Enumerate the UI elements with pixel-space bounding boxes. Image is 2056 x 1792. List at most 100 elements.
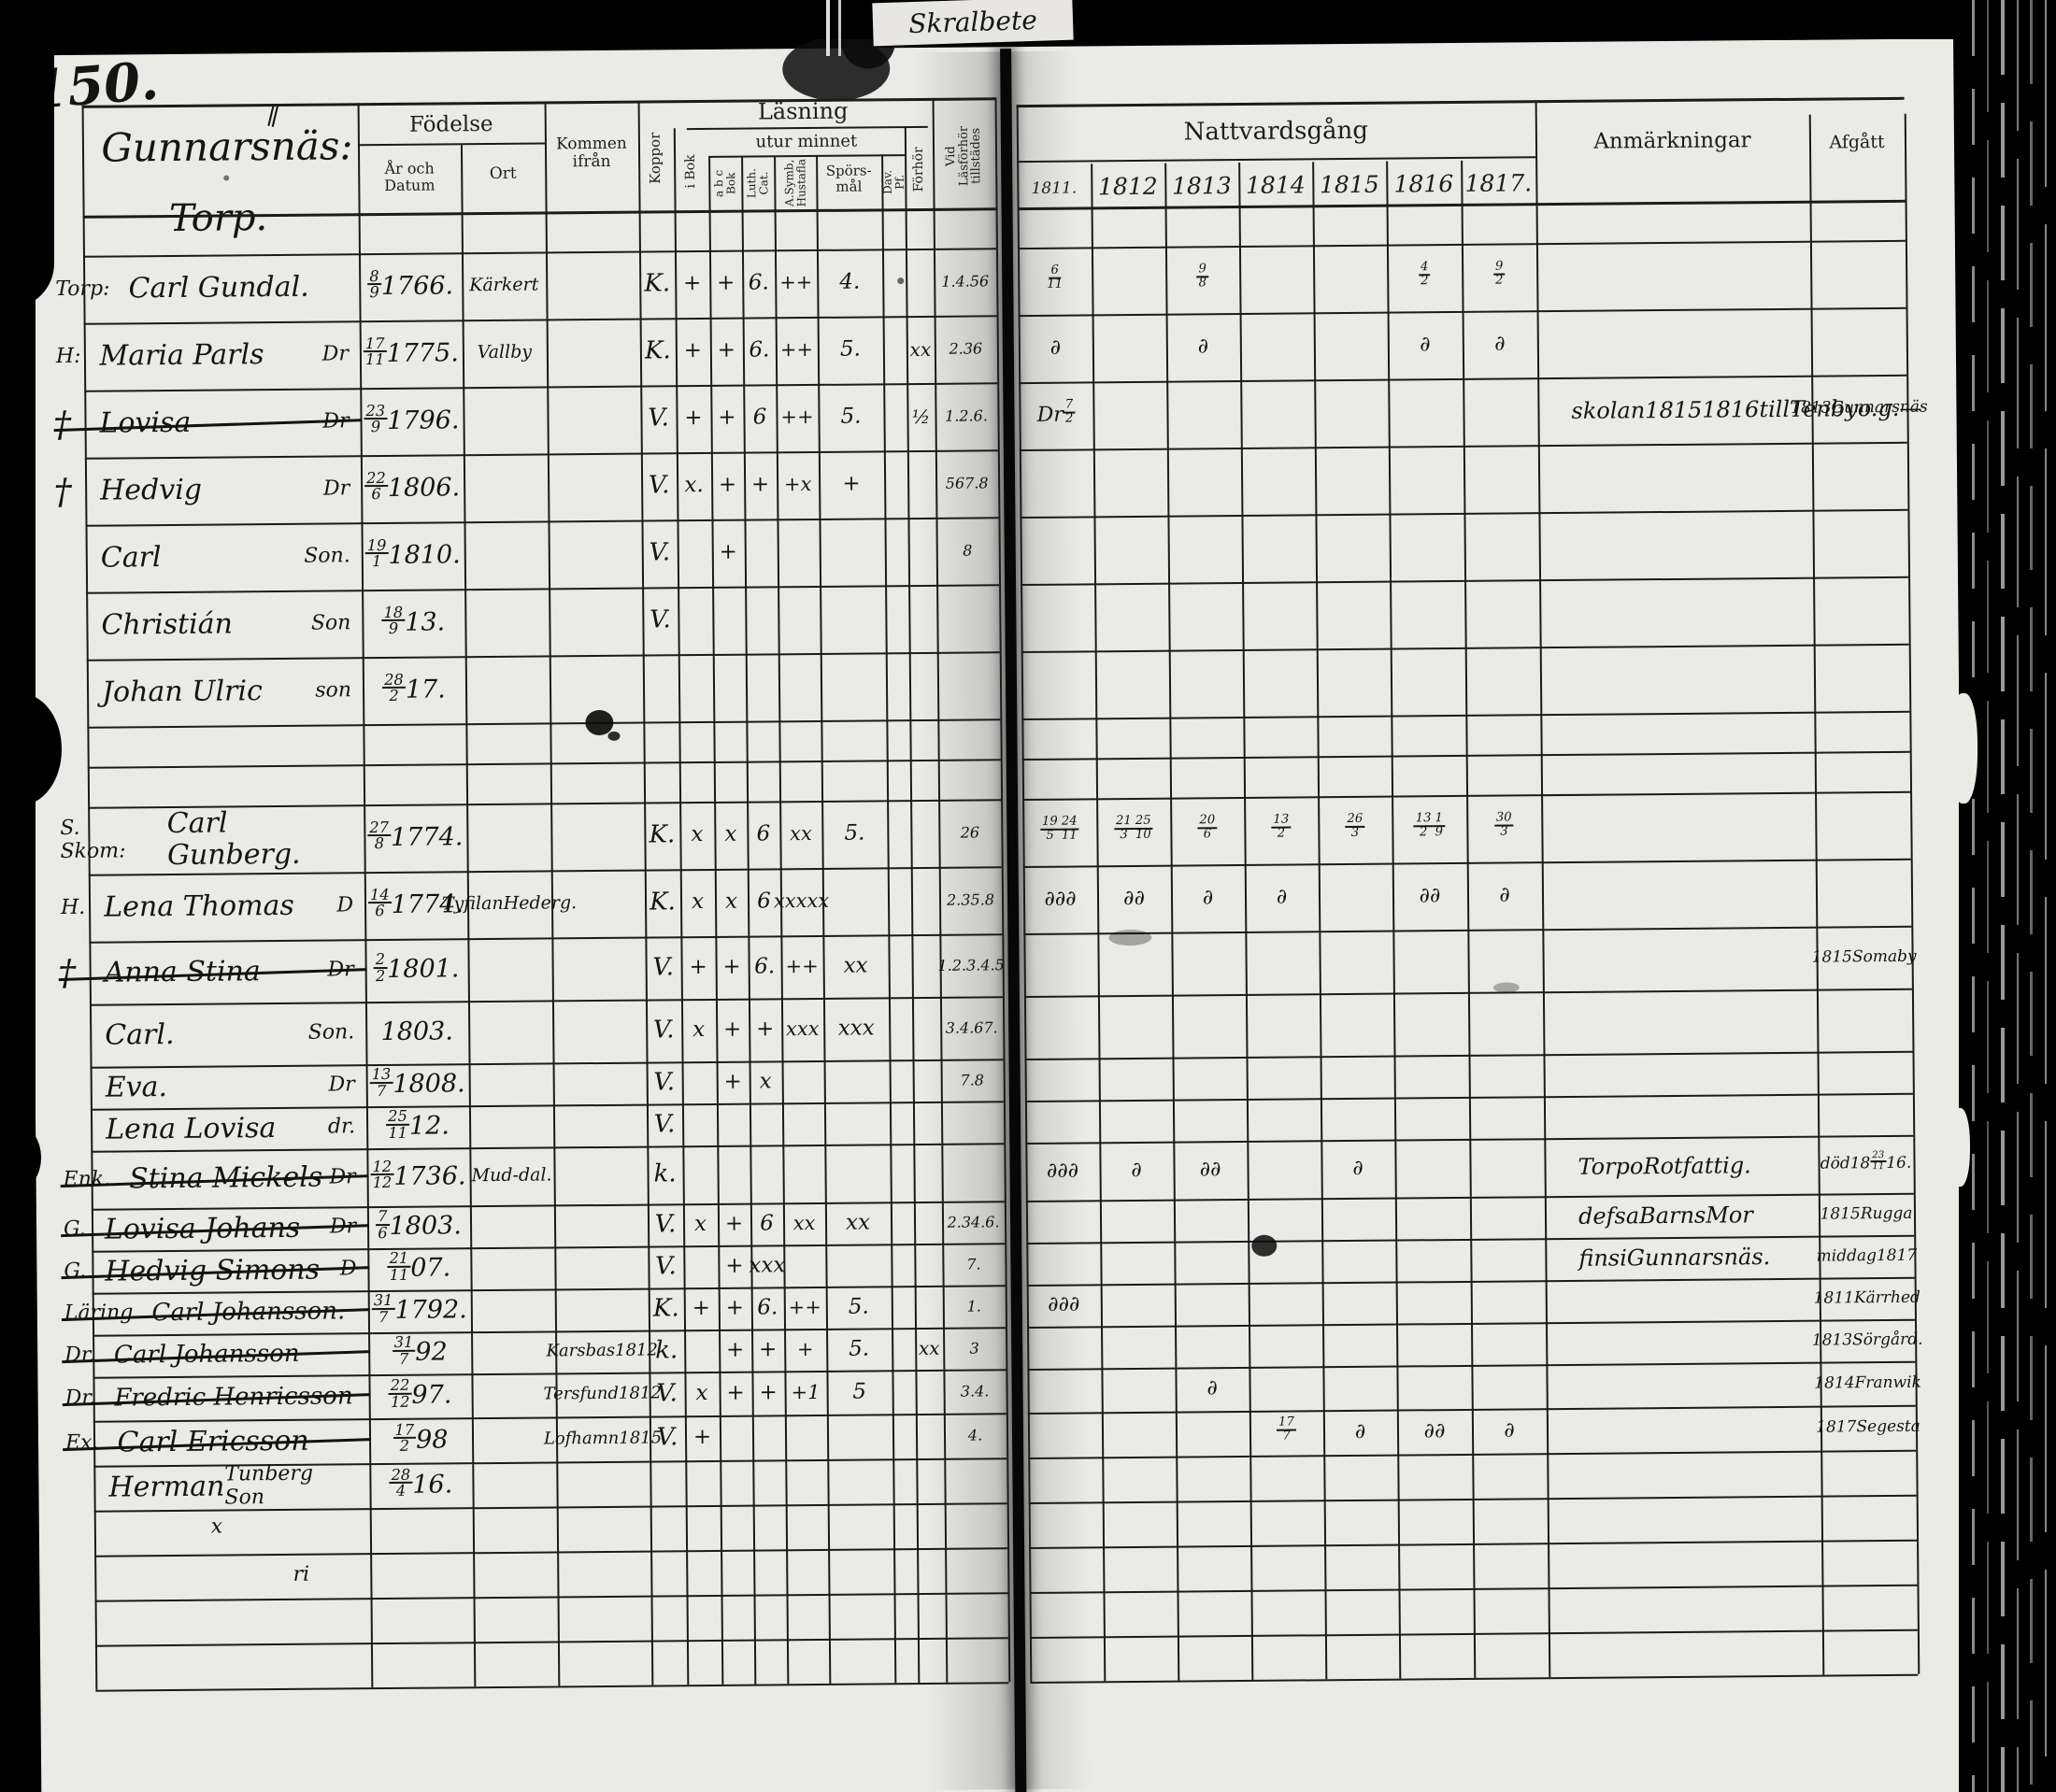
entry-name: H. Lena Thomas D: [61, 872, 364, 942]
entry-koppor: V.: [650, 605, 671, 634]
header-reading-memory: utur minnet: [755, 131, 858, 152]
film-scratch: [2030, 0, 2033, 1792]
entry-luth: 6.: [748, 270, 769, 295]
entry-y1813: ∂: [1197, 334, 1209, 359]
entry-ibok: x: [693, 1211, 707, 1236]
margin-mark: †: [53, 470, 72, 512]
entry-abc: +: [725, 1253, 744, 1278]
entry-luth: 6: [760, 1211, 774, 1236]
entry-spors: xxx: [837, 1016, 875, 1041]
entry-prefix: G.: [64, 1259, 87, 1284]
entry-asymb: + +: [785, 954, 819, 978]
film-scratch-white: [826, 0, 830, 56]
entry-y1812: ∂ ∂: [1123, 886, 1146, 910]
entry-name: Eva. Dr: [96, 1064, 364, 1109]
entry-ibok: +: [689, 954, 707, 979]
entry-afgatt: död 18 23 11 16.: [1820, 1150, 1912, 1174]
entry-koppor: k.: [655, 1336, 678, 1365]
entry-asymb: + 1: [791, 1380, 821, 1403]
entry-vidlasf: 2.34. 6.: [947, 1212, 1000, 1231]
entry-name-text: Carl Gundal.: [128, 270, 309, 306]
entry-spors: 5.: [844, 820, 865, 846]
film-right-band: [1959, 0, 2056, 1792]
entry-vidlasf: 3.4.6 7.: [945, 1017, 998, 1037]
entry-vidlasf: 3: [969, 1339, 979, 1358]
header-year-1817: 1817.: [1464, 169, 1533, 197]
entry-suffix: dr.: [327, 1115, 356, 1139]
entry-luth: 6.: [754, 953, 776, 979]
entry-date: 31 7 92: [392, 1332, 448, 1368]
entry-koppor: V.: [648, 404, 669, 433]
entry-suffix: Son: [310, 610, 351, 635]
entry-name-text: Herman: [108, 1470, 225, 1504]
entry-y1813: 20 6: [1172, 797, 1243, 865]
entry-koppor: V.: [653, 1068, 676, 1097]
entry-name: Torp: Carl Gundal.: [55, 253, 358, 323]
entry-afgatt: middag 1817: [1816, 1245, 1918, 1266]
header-abc-book: a b c Bok: [712, 170, 737, 198]
entry-asymb: xx x: [785, 1017, 820, 1040]
film-scratch-white: [838, 0, 841, 56]
margin-mark: †: [52, 403, 72, 445]
entry-abc: x: [724, 889, 738, 914]
entry-y1816: ∂: [1420, 332, 1431, 357]
entry-koppor: K.: [649, 820, 676, 849]
entry-asymb: + +: [788, 1295, 822, 1318]
entry-ibok: x: [691, 822, 704, 847]
entry-asymb: xx: [792, 1211, 816, 1234]
entry-date: 22 12 97.: [388, 1375, 452, 1411]
header-year-1811: 1811.: [1031, 179, 1078, 199]
entry-date: 1803.: [380, 1017, 454, 1047]
entry-date: 18 9 13.: [381, 603, 446, 637]
film-scratch: [2017, 0, 2019, 1792]
entry-abc: +: [718, 472, 737, 497]
header-dav-pf: Dav. Pf.: [880, 170, 906, 195]
margin-mark: †: [57, 952, 77, 994]
entry-prefix: Ex.: [64, 1430, 99, 1455]
entry-asymb: +: [796, 1337, 814, 1360]
entry-suffix: Son.: [307, 1020, 355, 1045]
entry-afgatt: 1817 Segesta: [1816, 1417, 1920, 1438]
entry-forhor: ½: [911, 405, 931, 428]
entry-spors: xx: [845, 1210, 871, 1235]
entry-prefix: Dr.: [64, 1386, 96, 1411]
entry-name-text: Hedvig: [100, 473, 203, 507]
entry-ibok: x: [692, 1017, 706, 1042]
entry-ibok: x.: [684, 473, 704, 498]
entry-y1811: 19 5 24 11: [1039, 815, 1079, 843]
entry-y1811: ∂∂ ∂: [1044, 887, 1077, 911]
entry-ibok: +: [692, 1295, 711, 1320]
header-symb-hustafla: A.Symb, Hustafla: [782, 159, 808, 207]
entry-name-text: Maria Parls: [99, 338, 264, 373]
entry-y1816: ∂ ∂: [1423, 1418, 1446, 1444]
entry-vidlasf: 1.: [966, 1297, 982, 1316]
entry-luth: x: [759, 1069, 772, 1094]
entry-koppor: V.: [653, 1110, 676, 1139]
entry-abc: x: [724, 821, 737, 846]
header-year-1815: 1815: [1319, 170, 1379, 199]
entry-name: Lena Lovisa dr.: [96, 1106, 364, 1151]
speck: [223, 175, 230, 181]
entry-suffix: Dr: [321, 342, 350, 366]
entry-vidlasf: 1.4.5 6: [941, 272, 990, 291]
entry-y1817: ∂: [1504, 1418, 1515, 1443]
film-scratch: [2001, 0, 2005, 1792]
entry-spors: 5.: [839, 336, 861, 362]
entry-prefix: S. Skom:: [60, 817, 126, 864]
paper-edge-bump: [1949, 693, 1977, 804]
entry-y1813: ∂: [1206, 1376, 1218, 1401]
entry-name: S. Skom: Carl Gunberg.: [60, 804, 363, 875]
entry-koppor: V.: [652, 1016, 675, 1045]
entry-koppor: K.: [644, 269, 671, 298]
header-year-1816: 1816: [1393, 169, 1454, 198]
entry-y1811: ∂: [1049, 335, 1062, 360]
entry-ibok: +: [683, 271, 702, 296]
entry-koppor: V.: [656, 1379, 678, 1408]
header-sporsmal: Spörs- mål: [825, 162, 872, 195]
entry-suffix: Dr: [328, 1073, 355, 1097]
entry-vidlasf: 26: [960, 823, 980, 842]
entry-abc: +: [722, 954, 741, 979]
